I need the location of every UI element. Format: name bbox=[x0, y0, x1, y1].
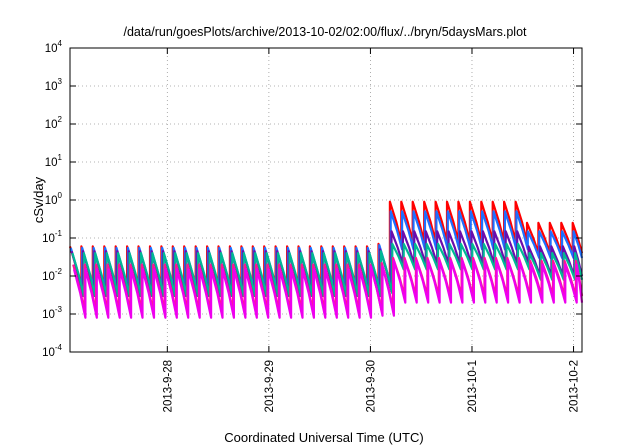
y-tick-label: 10-2 bbox=[42, 267, 62, 283]
x-axis-label: Coordinated Universal Time (UTC) bbox=[224, 430, 423, 445]
y-tick-label: 103 bbox=[45, 77, 63, 93]
y-tick-label: 100 bbox=[45, 191, 63, 207]
series-line-3 bbox=[71, 242, 584, 297]
y-axis-label: cSv/day bbox=[31, 176, 46, 223]
y-tick-label: 10-1 bbox=[42, 229, 62, 245]
x-axis: 2013-9-28 2013-9-29 2013-9-30 2013-10-1 2013… bbox=[162, 48, 581, 412]
y-tick-label: 10-3 bbox=[42, 305, 62, 321]
series-line-5 bbox=[72, 259, 584, 319]
x-tick-label: 2013-9-28 bbox=[162, 360, 174, 412]
x-tick-label: 2013-10-1 bbox=[467, 360, 479, 412]
y-tick-label: 101 bbox=[45, 153, 63, 169]
x-tick-label: 2013-9-30 bbox=[365, 360, 377, 412]
y-axis: 10-4 10-3 10-2 10-1 100 101 102 103 104 bbox=[42, 39, 582, 359]
y-tick-label: 102 bbox=[45, 115, 63, 131]
chart-title: /data/run/goesPlots/archive/2013-10-02/0… bbox=[123, 25, 527, 39]
y-tick-label: 104 bbox=[45, 39, 63, 55]
x-tick-label: 2013-9-29 bbox=[264, 360, 276, 412]
y-tick-label: 10-4 bbox=[42, 343, 62, 359]
plot-area bbox=[68, 200, 584, 319]
x-tick-label: 2013-10-2 bbox=[569, 360, 581, 412]
